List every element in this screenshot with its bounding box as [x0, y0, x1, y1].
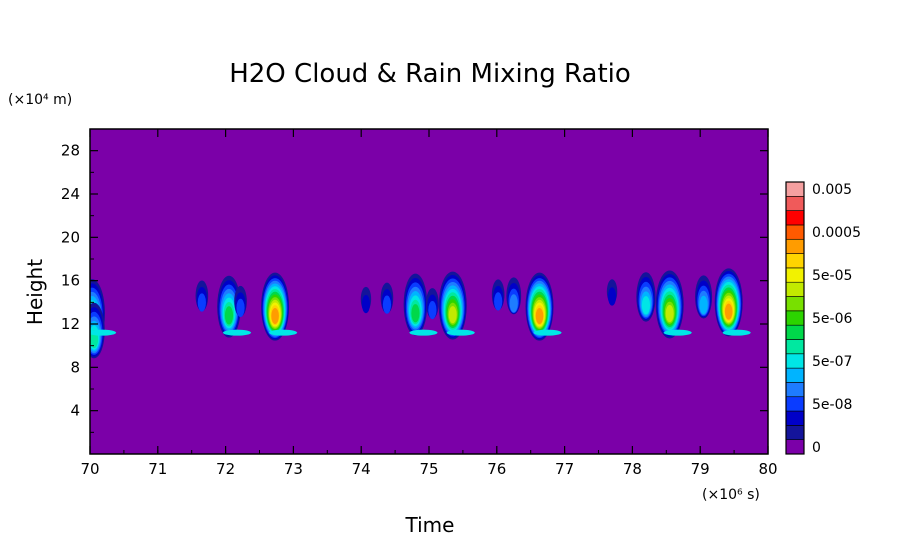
- colorbar-label: 5e-07: [812, 354, 852, 370]
- cloud-cell: [655, 270, 692, 339]
- cloud-cell: [606, 279, 618, 306]
- colorbar: 0 5e-08 5e-07 5e-06 5e-05 0.0005 0.005: [785, 181, 861, 456]
- colorbar-swatch: [785, 382, 805, 398]
- colorbar-swatch: [785, 396, 805, 412]
- anvil-base: [269, 329, 298, 336]
- cloud-cell: [217, 275, 251, 338]
- cloud-cell: [403, 273, 438, 336]
- colorbar-swatch: [785, 339, 805, 355]
- cloud-cell: [380, 282, 394, 314]
- colorbar-swatch: [785, 181, 805, 197]
- contour-level: [224, 306, 234, 325]
- x-tick-label: 72: [216, 460, 235, 478]
- colorbar-swatch: [785, 324, 805, 340]
- contour-level: [699, 295, 708, 315]
- cloud-cell: [525, 272, 562, 341]
- cloud-cell: [426, 288, 439, 320]
- contour-level: [361, 294, 371, 314]
- contour-level: [607, 287, 617, 306]
- y-axis-title: Height: [23, 259, 47, 325]
- contour-level: [494, 292, 503, 311]
- cloud-cell: [360, 286, 372, 314]
- y-tick-label: 16: [61, 272, 80, 290]
- x-tick-label: 70: [80, 460, 99, 478]
- colorbar-swatch: [785, 267, 805, 283]
- contour-level: [271, 307, 279, 324]
- contour-level: [411, 304, 420, 323]
- anvil-base: [446, 329, 475, 336]
- colorbar-swatch: [785, 224, 805, 240]
- anvil-base: [222, 329, 251, 336]
- cloud-cell: [506, 277, 522, 315]
- colorbar-label: 5e-05: [812, 268, 852, 284]
- x-tick-label: 74: [352, 460, 371, 478]
- colorbar-swatch: [785, 367, 805, 383]
- colorbar-label: 5e-08: [812, 397, 852, 413]
- colorbar-frame: [785, 181, 805, 455]
- x-tick-label: 78: [623, 460, 642, 478]
- x-axis-unit: (×10⁶ s): [702, 487, 760, 503]
- anvil-base: [409, 329, 438, 336]
- colorbar-swatch: [785, 439, 805, 455]
- colorbar-swatch: [785, 281, 805, 297]
- colorbar-swatch: [785, 353, 805, 369]
- y-axis: 4 8 12 16 20 24 28: [61, 142, 768, 433]
- anvil-base: [663, 329, 692, 336]
- colorbar-swatch: [785, 296, 805, 312]
- x-tick-label: 75: [419, 460, 438, 478]
- contour-level: [382, 295, 392, 314]
- x-tick-label: 79: [691, 460, 710, 478]
- y-tick-label: 8: [70, 358, 80, 376]
- y-axis-unit: (×10⁴ m): [8, 92, 72, 108]
- x-tick-label: 77: [555, 460, 574, 478]
- colorbar-label: 0: [812, 440, 821, 456]
- cloud-cells: [90, 268, 751, 359]
- colorbar-swatch: [785, 410, 805, 426]
- x-tick-label: 71: [148, 460, 167, 478]
- colorbar-label: 0.005: [812, 182, 852, 198]
- cloud-cell: [90, 302, 117, 359]
- contour-level: [197, 293, 206, 312]
- x-axis-title: Time: [405, 513, 455, 537]
- cloud-cell: [636, 272, 656, 322]
- cloud-cell: [195, 280, 209, 312]
- cloud-cell: [695, 275, 713, 319]
- contour-level: [641, 296, 651, 315]
- contour-level: [724, 303, 733, 320]
- colorbar-swatch: [785, 238, 805, 254]
- contour-level: [509, 294, 518, 313]
- cloud-cell: [438, 271, 475, 340]
- contour-level: [448, 306, 457, 324]
- contour-level: [665, 305, 674, 323]
- x-axis: 70 71 72 73 74 75 76 77 78 79 80: [80, 129, 778, 478]
- anvil-base: [533, 329, 562, 336]
- contour-level: [535, 307, 544, 324]
- contour-level: [428, 300, 437, 320]
- colorbar-swatch: [785, 196, 805, 211]
- contour-level: [236, 298, 245, 318]
- cloud-cell: [261, 272, 298, 341]
- anvil-base: [722, 329, 751, 336]
- x-tick-label: 76: [487, 460, 506, 478]
- y-tick-label: 20: [61, 228, 80, 246]
- x-tick-label: 73: [284, 460, 303, 478]
- chart-title: H2O Cloud & Rain Mixing Ratio: [229, 59, 631, 89]
- cloud-cell: [491, 279, 505, 311]
- anvil-base: [90, 329, 117, 336]
- colorbar-swatch: [785, 253, 805, 269]
- colorbar-label: 5e-06: [812, 311, 852, 327]
- y-tick-label: 12: [61, 315, 80, 333]
- colorbar-swatch: [785, 310, 805, 326]
- y-tick-label: 4: [70, 402, 80, 420]
- cloud-cell: [714, 268, 751, 337]
- y-tick-label: 28: [61, 142, 80, 160]
- x-tick-label: 80: [758, 460, 777, 478]
- colorbar-swatch: [785, 210, 805, 226]
- y-tick-label: 24: [61, 185, 80, 203]
- cloud-cell: [234, 285, 247, 318]
- colorbar-swatch: [785, 425, 805, 440]
- colorbar-label: 0.0005: [812, 225, 861, 241]
